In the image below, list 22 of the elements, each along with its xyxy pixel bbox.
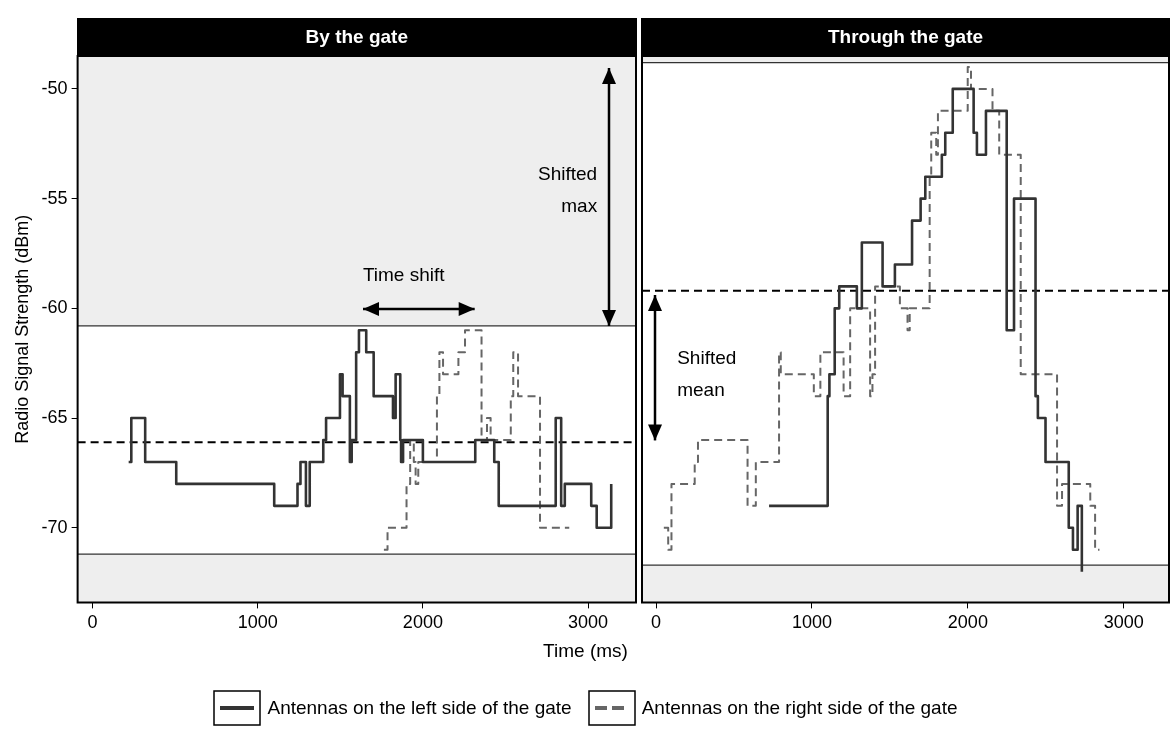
y-tick-label: -70 xyxy=(41,516,68,537)
y-tick-label: -55 xyxy=(41,187,68,208)
x-tick-label: 0 xyxy=(651,612,662,633)
x-axis-title: Time (ms) xyxy=(542,640,629,662)
x-tick-label: 3000 xyxy=(1103,612,1144,633)
y-tick-label: -50 xyxy=(41,77,68,98)
x-tick-label: 1000 xyxy=(237,612,278,633)
chart-title: Through the gate xyxy=(641,18,1170,56)
y-axis-title: Radio Signal Strength (dBm) xyxy=(11,214,32,444)
x-tick-label: 3000 xyxy=(568,612,609,633)
legend-label: Antennas on the left side of the gate xyxy=(267,697,572,719)
annotation: Shifted max xyxy=(537,161,598,218)
annotation: Time shift xyxy=(361,262,446,287)
x-tick-label: 0 xyxy=(87,612,98,633)
y-tick-label: -65 xyxy=(41,407,68,428)
x-tick-label: 1000 xyxy=(791,612,832,633)
legend-label: Antennas on the right side of the gate xyxy=(641,697,958,719)
y-tick-label: -60 xyxy=(41,297,68,318)
chart-title: By the gate xyxy=(76,18,637,56)
x-tick-label: 2000 xyxy=(947,612,988,633)
annotation: Shifted mean xyxy=(677,345,738,402)
x-tick-label: 2000 xyxy=(402,612,443,633)
